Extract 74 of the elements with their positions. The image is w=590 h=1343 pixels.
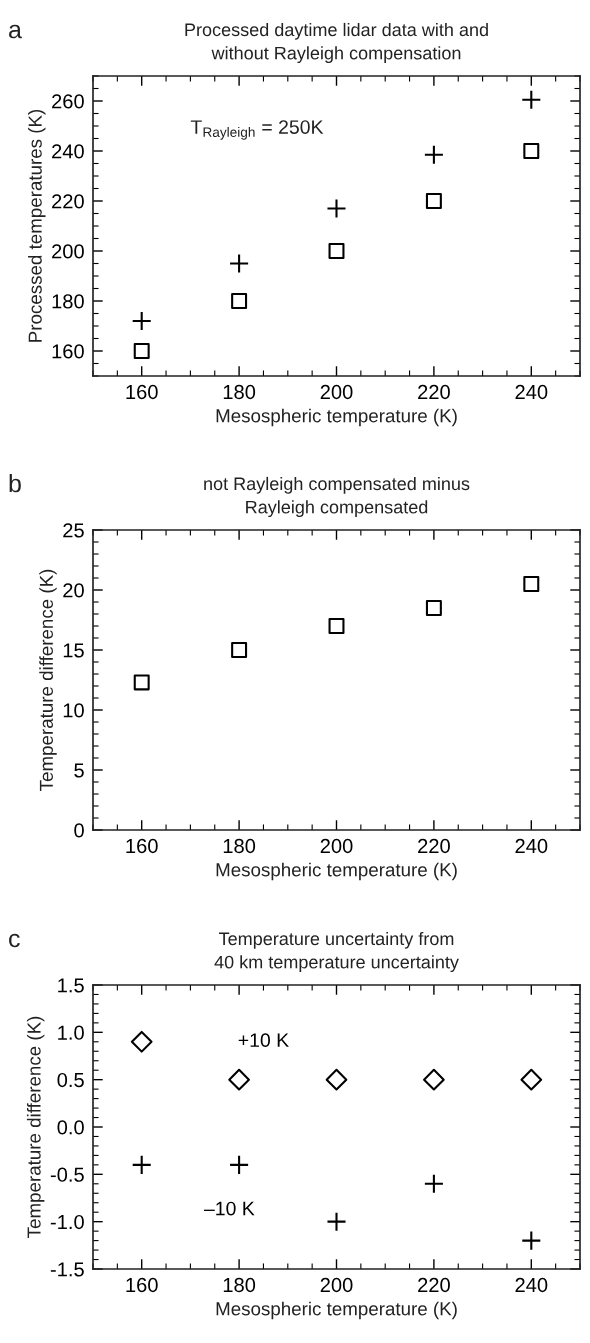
- y-tick-label: 25: [63, 523, 84, 538]
- text: c: [9, 933, 20, 948]
- point: [523, 143, 540, 159]
- x-tick-label: 200: [320, 1277, 353, 1293]
- x-tick-label: 180: [223, 838, 256, 854]
- point: [228, 1068, 250, 1091]
- point: [229, 253, 250, 274]
- y-tick-label: 15: [63, 643, 84, 658]
- y-tick-label: 1.0: [58, 1025, 84, 1040]
- y-tick-label: 5: [74, 763, 84, 778]
- x-axis-title: Mesospheric temperature (K): [216, 408, 457, 427]
- y-tick-label: 10: [63, 703, 84, 718]
- point: [523, 576, 540, 592]
- point: [133, 674, 150, 691]
- chart-title: Processed daytime lidar data with and without Rayleigh compensation: [185, 22, 488, 64]
- x-tick-label: 200: [320, 384, 353, 400]
- point: [130, 1030, 153, 1053]
- point: [423, 144, 444, 165]
- x-tick-label: 200: [320, 838, 353, 854]
- x-tick-label: 220: [418, 384, 450, 400]
- x-tick-label: 240: [515, 838, 548, 854]
- point: [131, 310, 152, 332]
- x-tick-label: 240: [515, 1277, 548, 1293]
- x-tick-label: 240: [515, 384, 548, 400]
- y-tick-label: 0.5: [57, 1072, 84, 1088]
- point: [425, 600, 442, 616]
- y-axis-title: Temperature difference (K): [26, 1016, 45, 1238]
- x-tick-label: 160: [126, 1277, 158, 1293]
- y-tick-label: 220: [52, 194, 84, 209]
- x-tick-label: 220: [418, 1277, 450, 1293]
- chart-title: Temperature uncertainty from 40 km temperature uncertainty: [214, 931, 459, 973]
- y-tick-label: -1.0: [50, 1214, 84, 1230]
- point: [131, 1154, 152, 1175]
- y-tick-label: 180: [52, 294, 84, 309]
- y-tick-label: -0.5: [50, 1167, 84, 1182]
- series-label: –10 K: [203, 1201, 255, 1216]
- x-tick-label: 160: [126, 384, 158, 400]
- y-tick-label: 1.5: [58, 978, 84, 993]
- y-tick-label: 200: [52, 244, 84, 259]
- y-tick-label: 240: [52, 144, 84, 159]
- point: [520, 1068, 543, 1091]
- point: [326, 198, 347, 219]
- x-tick-label: 180: [223, 384, 256, 400]
- y-tick-label: 0: [74, 823, 84, 838]
- y-tick-label: 260: [52, 94, 84, 109]
- series-label: +10 K: [238, 1033, 289, 1048]
- y-tick-label: 0.0: [57, 1120, 84, 1135]
- point: [423, 1068, 445, 1091]
- point: [328, 243, 345, 259]
- x-axis-title: Mesospheric temperature (K): [216, 1301, 457, 1320]
- annotation: T$_{Rayleigh}$ = 250K: [190, 120, 324, 140]
- x-axis-title: Mesospheric temperature (K): [216, 862, 457, 881]
- x-tick-label: 160: [126, 838, 158, 854]
- point: [326, 1211, 347, 1232]
- point: [425, 193, 442, 209]
- x-tick-label: 180: [223, 1277, 256, 1293]
- point: [521, 89, 542, 110]
- chart-title: not Rayleigh compensated minus Rayleigh compensated: [204, 476, 470, 518]
- y-tick-label: -1.5: [50, 1262, 84, 1277]
- y-tick-label: 160: [52, 344, 84, 359]
- text: a: [9, 24, 22, 39]
- text: b: [9, 474, 21, 493]
- point: [231, 293, 248, 309]
- point: [133, 343, 150, 359]
- x-tick-label: 220: [418, 838, 450, 854]
- point: [229, 1154, 250, 1175]
- y-axis-title: Processed temperatures (K): [28, 109, 46, 342]
- point: [325, 1068, 348, 1091]
- y-tick-label: 20: [63, 583, 84, 598]
- point: [328, 618, 345, 634]
- point: [423, 1173, 444, 1194]
- y-axis-title: Temperature difference (K): [39, 569, 57, 791]
- point: [521, 1230, 542, 1251]
- point: [231, 642, 248, 658]
